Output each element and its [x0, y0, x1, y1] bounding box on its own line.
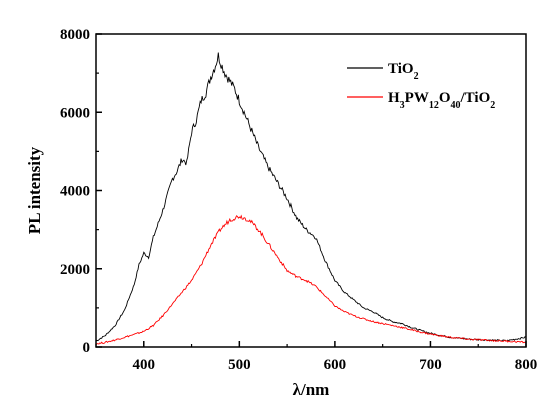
legend: TiO2 H3PW12O40/TiO2 [347, 61, 495, 111]
x-tick-label: 800 [515, 357, 538, 373]
x-tick-label: 700 [419, 357, 442, 373]
y-tick-label: 8000 [60, 27, 90, 43]
x-axis-title: λ/nm [293, 380, 330, 399]
x-tick-label: 600 [324, 357, 347, 373]
y-axis-title: PL intensity [25, 146, 44, 234]
series-layer [95, 52, 527, 345]
plot-frame [95, 33, 527, 348]
y-tick-label: 0 [83, 340, 91, 356]
x-tick-label: 500 [228, 357, 251, 373]
legend-label: H3PW12O40/TiO2 [388, 90, 495, 111]
legend-label: TiO2 [388, 61, 419, 82]
series-line-h3pw12o40-tio2 [95, 214, 527, 345]
y-tick-label: 4000 [60, 184, 90, 200]
y-tick-label: 6000 [60, 105, 90, 121]
x-tick-label: 400 [133, 357, 156, 373]
y-tick-label: 2000 [60, 262, 90, 278]
